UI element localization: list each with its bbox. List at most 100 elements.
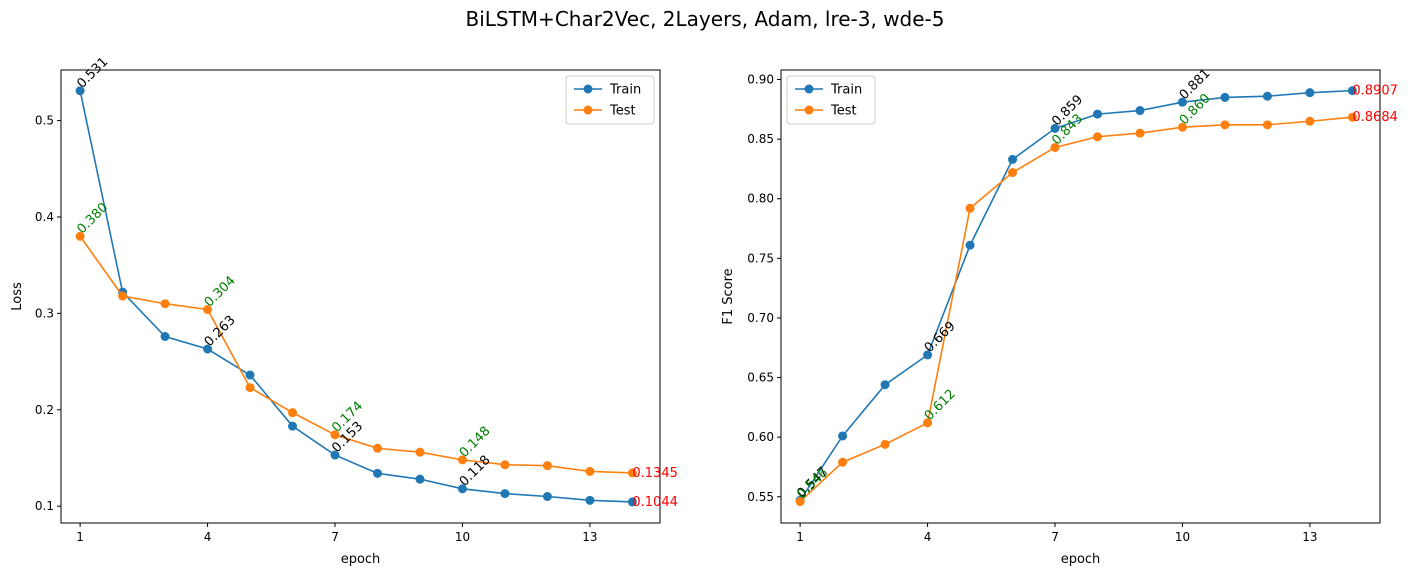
legend-swatch-marker <box>583 84 593 94</box>
y-tick-label: 0.2 <box>35 403 54 417</box>
data-point-train <box>627 497 637 507</box>
data-point-test <box>457 455 467 465</box>
x-tick-label: 4 <box>924 530 932 544</box>
plot-area <box>780 69 1381 524</box>
final-value-label: 0.1345 <box>632 466 678 481</box>
final-value-label: 0.1044 <box>632 495 678 510</box>
data-point-test <box>160 299 170 309</box>
data-point-test <box>795 497 805 507</box>
y-tick-label: 0.1 <box>35 499 54 513</box>
data-point-test <box>1092 132 1102 142</box>
legend-label: Train <box>830 83 862 98</box>
data-point-train <box>542 491 552 501</box>
x-axis-label: epoch <box>341 552 381 567</box>
data-point-train <box>1262 91 1272 101</box>
f1-chart: 1 4 7 10 13 0.55 0.60 0.65 0.70 0.75 0.80 0.85 0.90 e… <box>721 66 1398 567</box>
data-point-train <box>1220 92 1230 102</box>
series-line-train <box>79 90 633 503</box>
data-point-test <box>245 383 255 393</box>
data-point-train <box>1305 88 1315 98</box>
data-point-test <box>1050 142 1060 152</box>
data-point-train <box>75 86 85 96</box>
final-value-label: 0.8684 <box>1352 110 1398 125</box>
data-point-test <box>1262 120 1272 130</box>
y-tick-label: 0.90 <box>747 73 774 87</box>
data-point-test <box>880 439 890 449</box>
data-point-train <box>415 474 425 484</box>
y-tick-label: 0.3 <box>35 306 54 320</box>
loss-chart: 1 4 7 10 130.10.20.30.40.5epochLoss0.5310.26… <box>10 55 678 567</box>
y-tick-label: 0.75 <box>747 251 774 265</box>
data-point-test <box>288 408 298 418</box>
x-axis-label: epoch <box>1061 552 1101 567</box>
data-point-test <box>203 305 213 315</box>
series-line-train <box>799 89 1353 501</box>
data-point-train <box>880 380 890 390</box>
data-point-train <box>1092 109 1102 119</box>
data-point-test <box>75 231 85 241</box>
y-axis-label: Loss <box>10 282 25 311</box>
data-point-train <box>585 495 595 505</box>
y-axis-label: F1 Score <box>721 268 736 324</box>
x-tick-label: 13 <box>1302 530 1317 544</box>
data-point-test <box>1220 120 1230 130</box>
x-tick-label: 1 <box>76 530 84 544</box>
figure-title: BiLSTM+Char2Vec, 2Layers, Adam, lre-3, w… <box>465 7 944 31</box>
data-point-train <box>500 489 510 499</box>
data-point-train <box>1135 106 1145 116</box>
data-point-test <box>330 430 340 440</box>
data-point-train <box>288 421 298 431</box>
x-tick-label: 10 <box>455 530 470 544</box>
y-tick-label: 0.5 <box>35 114 54 128</box>
data-point-test <box>1135 128 1145 138</box>
data-point-train <box>245 370 255 380</box>
x-tick-label: 7 <box>331 530 339 544</box>
y-tick-label: 0.4 <box>35 210 54 224</box>
series-line-test <box>79 235 633 474</box>
data-point-train <box>1177 97 1187 107</box>
data-point-train <box>1347 86 1357 96</box>
data-point-test <box>923 418 933 428</box>
legend-swatch-marker <box>804 105 814 115</box>
data-point-test <box>1177 122 1187 132</box>
data-point-test <box>372 443 382 453</box>
y-tick-label: 0.85 <box>747 132 774 146</box>
final-value-label: 0.8907 <box>1352 84 1398 99</box>
y-tick-label: 0.70 <box>747 311 774 325</box>
data-point-train <box>457 484 467 494</box>
x-tick-label: 13 <box>582 530 597 544</box>
data-point-train <box>160 331 170 341</box>
legend-label: Train <box>609 83 641 98</box>
data-point-test <box>1347 112 1357 122</box>
data-point-test <box>415 447 425 457</box>
data-point-test <box>585 466 595 476</box>
y-tick-label: 0.65 <box>747 371 774 385</box>
data-point-train <box>965 240 975 250</box>
data-point-test <box>965 203 975 213</box>
data-point-test <box>1305 116 1315 126</box>
y-tick-label: 0.80 <box>747 192 774 206</box>
legend-label: Test <box>609 104 636 119</box>
data-point-train <box>1050 123 1060 133</box>
data-point-test <box>118 291 128 301</box>
data-point-train <box>923 350 933 360</box>
data-point-test <box>500 460 510 470</box>
x-tick-label: 7 <box>1051 530 1059 544</box>
data-point-train <box>330 450 340 460</box>
data-point-train <box>838 431 848 441</box>
x-tick-label: 4 <box>204 530 212 544</box>
data-point-train <box>203 344 213 354</box>
x-tick-label: 1 <box>796 530 804 544</box>
data-point-test <box>1008 168 1018 178</box>
plot-area <box>60 69 661 524</box>
data-point-test <box>542 461 552 471</box>
data-point-test <box>838 457 848 467</box>
y-tick-label: 0.55 <box>747 490 774 504</box>
legend-swatch-marker <box>804 84 814 94</box>
x-tick-label: 10 <box>1175 530 1190 544</box>
data-point-test <box>627 468 637 478</box>
legend-swatch-marker <box>583 105 593 115</box>
y-tick-label: 0.60 <box>747 430 774 444</box>
legend-label: Test <box>830 104 857 119</box>
